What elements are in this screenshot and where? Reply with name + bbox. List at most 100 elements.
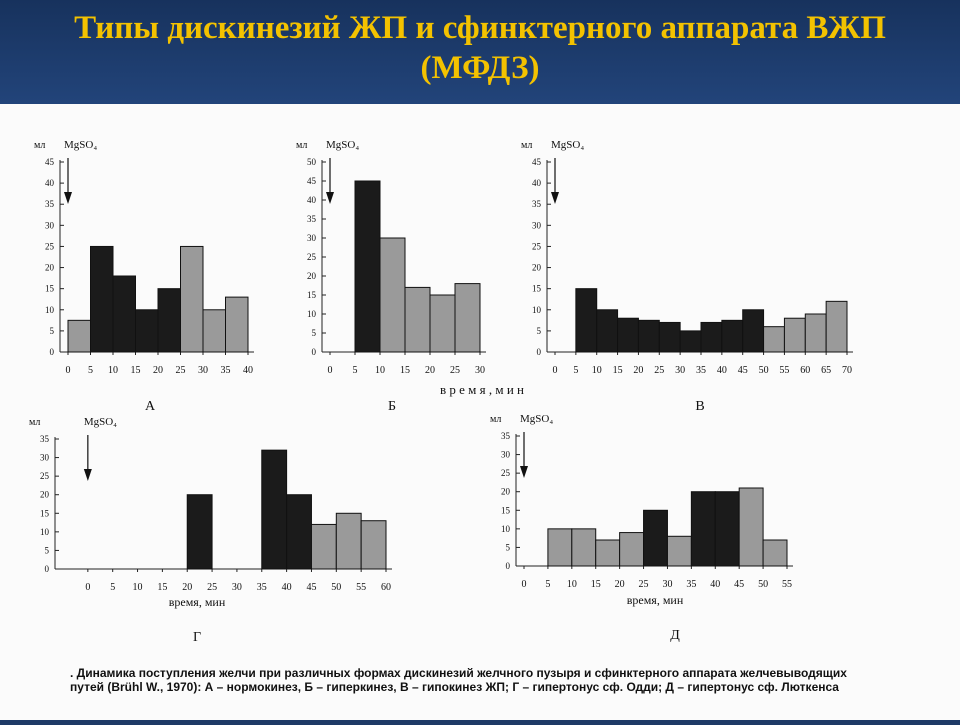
x-tick-label: 10 [375, 365, 385, 376]
chart-panel-2: 0 5 10 15 20 25 30 35 40 45 50 0 5 10 15 20 25 30 мл MgSO₄ Б [296, 139, 486, 414]
bar [804, 313, 827, 353]
bar [225, 296, 249, 353]
y-tick-label: 40 [532, 178, 542, 188]
x-tick-label: 35 [257, 582, 267, 593]
bar [67, 319, 91, 353]
y-tick-label: 5 [537, 326, 542, 336]
y-axis-unit-label: мл [296, 140, 307, 151]
x-tick-label: 30 [662, 579, 672, 590]
x-tick-label: 20 [615, 579, 625, 590]
y-tick-label: 10 [45, 305, 55, 315]
x-tick-label: 50 [758, 579, 768, 590]
bar [112, 275, 136, 353]
bar [825, 300, 848, 353]
bar [202, 309, 226, 353]
bar [575, 288, 598, 353]
x-tick-label: 25 [207, 582, 217, 593]
panel-label: Б [388, 399, 396, 414]
bar [738, 487, 764, 567]
time-axis-label: в р е м я , м и н [440, 382, 524, 397]
panel-label: Д [670, 628, 680, 643]
y-axis-unit-label: мл [521, 140, 532, 151]
y-tick-label: 45 [532, 157, 542, 167]
bar [547, 528, 573, 567]
bar [595, 539, 621, 567]
mgso4-annotation: MgSO₄ [520, 413, 553, 425]
histogram-figure: 0 5 10 15 20 25 30 35 40 45 0 5 10 15 20 25 30 35 40 мл MgSO… [29, 139, 853, 645]
x-tick-label: 10 [133, 582, 143, 593]
x-tick-label: 20 [153, 365, 163, 376]
x-tick-label: 15 [591, 579, 601, 590]
y-tick-label: 25 [532, 241, 542, 251]
caption-line-2: путей (Brühl W., 1970): А – нормокинез, … [70, 680, 839, 694]
mgso4-arrow-head [83, 469, 92, 481]
x-tick-label: 5 [573, 365, 578, 376]
y-tick-label: 15 [40, 508, 50, 518]
bar [762, 539, 788, 567]
bar [360, 520, 387, 570]
y-axis-unit-label: мл [34, 140, 45, 151]
bar [679, 330, 702, 353]
x-tick-label: 5 [545, 579, 550, 590]
y-tick-label: 20 [45, 263, 55, 273]
title-line-1: Типы дискинезий ЖП и сфинктерного аппара… [74, 10, 886, 46]
x-tick-label: 15 [131, 365, 141, 376]
bar [261, 449, 288, 570]
y-tick-label: 30 [40, 453, 50, 463]
mgso4-arrow-head [326, 192, 334, 204]
y-tick-label: 5 [45, 545, 50, 555]
y-tick-label: 0 [312, 347, 317, 357]
bar [714, 491, 740, 567]
y-tick-label: 40 [45, 178, 55, 188]
x-tick-label: 25 [176, 365, 186, 376]
x-tick-label: 25 [639, 579, 649, 590]
y-tick-label: 20 [532, 263, 542, 273]
bar [186, 494, 213, 570]
x-tick-label: 30 [475, 365, 485, 376]
bar [404, 286, 431, 353]
bar [157, 288, 181, 353]
x-tick-label: 60 [381, 582, 391, 593]
mgso4-annotation: MgSO₄ [551, 139, 584, 151]
bar [286, 494, 312, 570]
x-tick-label: 55 [782, 579, 792, 590]
x-tick-label: 15 [157, 582, 167, 593]
bar [596, 309, 619, 353]
y-tick-label: 25 [45, 241, 55, 251]
y-tick-label: 0 [50, 347, 55, 357]
bar [637, 319, 660, 353]
y-tick-label: 35 [45, 199, 55, 209]
y-tick-label: 35 [40, 434, 50, 444]
mgso4-arrow-head [520, 466, 528, 478]
x-tick-label: 30 [198, 365, 208, 376]
bar [429, 294, 456, 353]
slide-header: Типы дискинезий ЖП и сфинктерного аппара… [0, 0, 960, 104]
bar [454, 283, 481, 353]
title-line-2: (МФДЗ) [420, 50, 540, 86]
y-axis-unit-label: мл [490, 414, 501, 425]
bar [700, 321, 723, 353]
y-tick-label: 0 [45, 564, 50, 574]
figure-caption: . Динамика поступления желчи при различн… [70, 666, 950, 694]
x-tick-label: 50 [759, 365, 769, 376]
x-tick-label: 65 [821, 365, 831, 376]
y-tick-label: 15 [45, 284, 55, 294]
x-tick-label: 40 [243, 365, 253, 376]
x-tick-label: 35 [221, 365, 231, 376]
slide-title: Типы дискинезий ЖП и сфинктерного аппара… [0, 8, 960, 88]
y-tick-label: 35 [307, 214, 317, 224]
x-tick-label: 70 [842, 365, 852, 376]
x-tick-label: 10 [567, 579, 577, 590]
bar [783, 317, 806, 353]
y-tick-label: 10 [532, 305, 542, 315]
y-tick-label: 30 [307, 233, 317, 243]
panel-label: Г [193, 630, 201, 645]
bar [90, 245, 114, 353]
x-tick-label: 0 [553, 365, 558, 376]
x-tick-label: 30 [675, 365, 685, 376]
y-tick-label: 0 [506, 561, 511, 571]
figure-paper: 0 5 10 15 20 25 30 35 40 45 0 5 10 15 20 25 30 35 40 мл MgSO… [0, 104, 960, 720]
x-tick-label: 10 [592, 365, 602, 376]
x-tick-label: 35 [686, 579, 696, 590]
bar [617, 317, 639, 353]
